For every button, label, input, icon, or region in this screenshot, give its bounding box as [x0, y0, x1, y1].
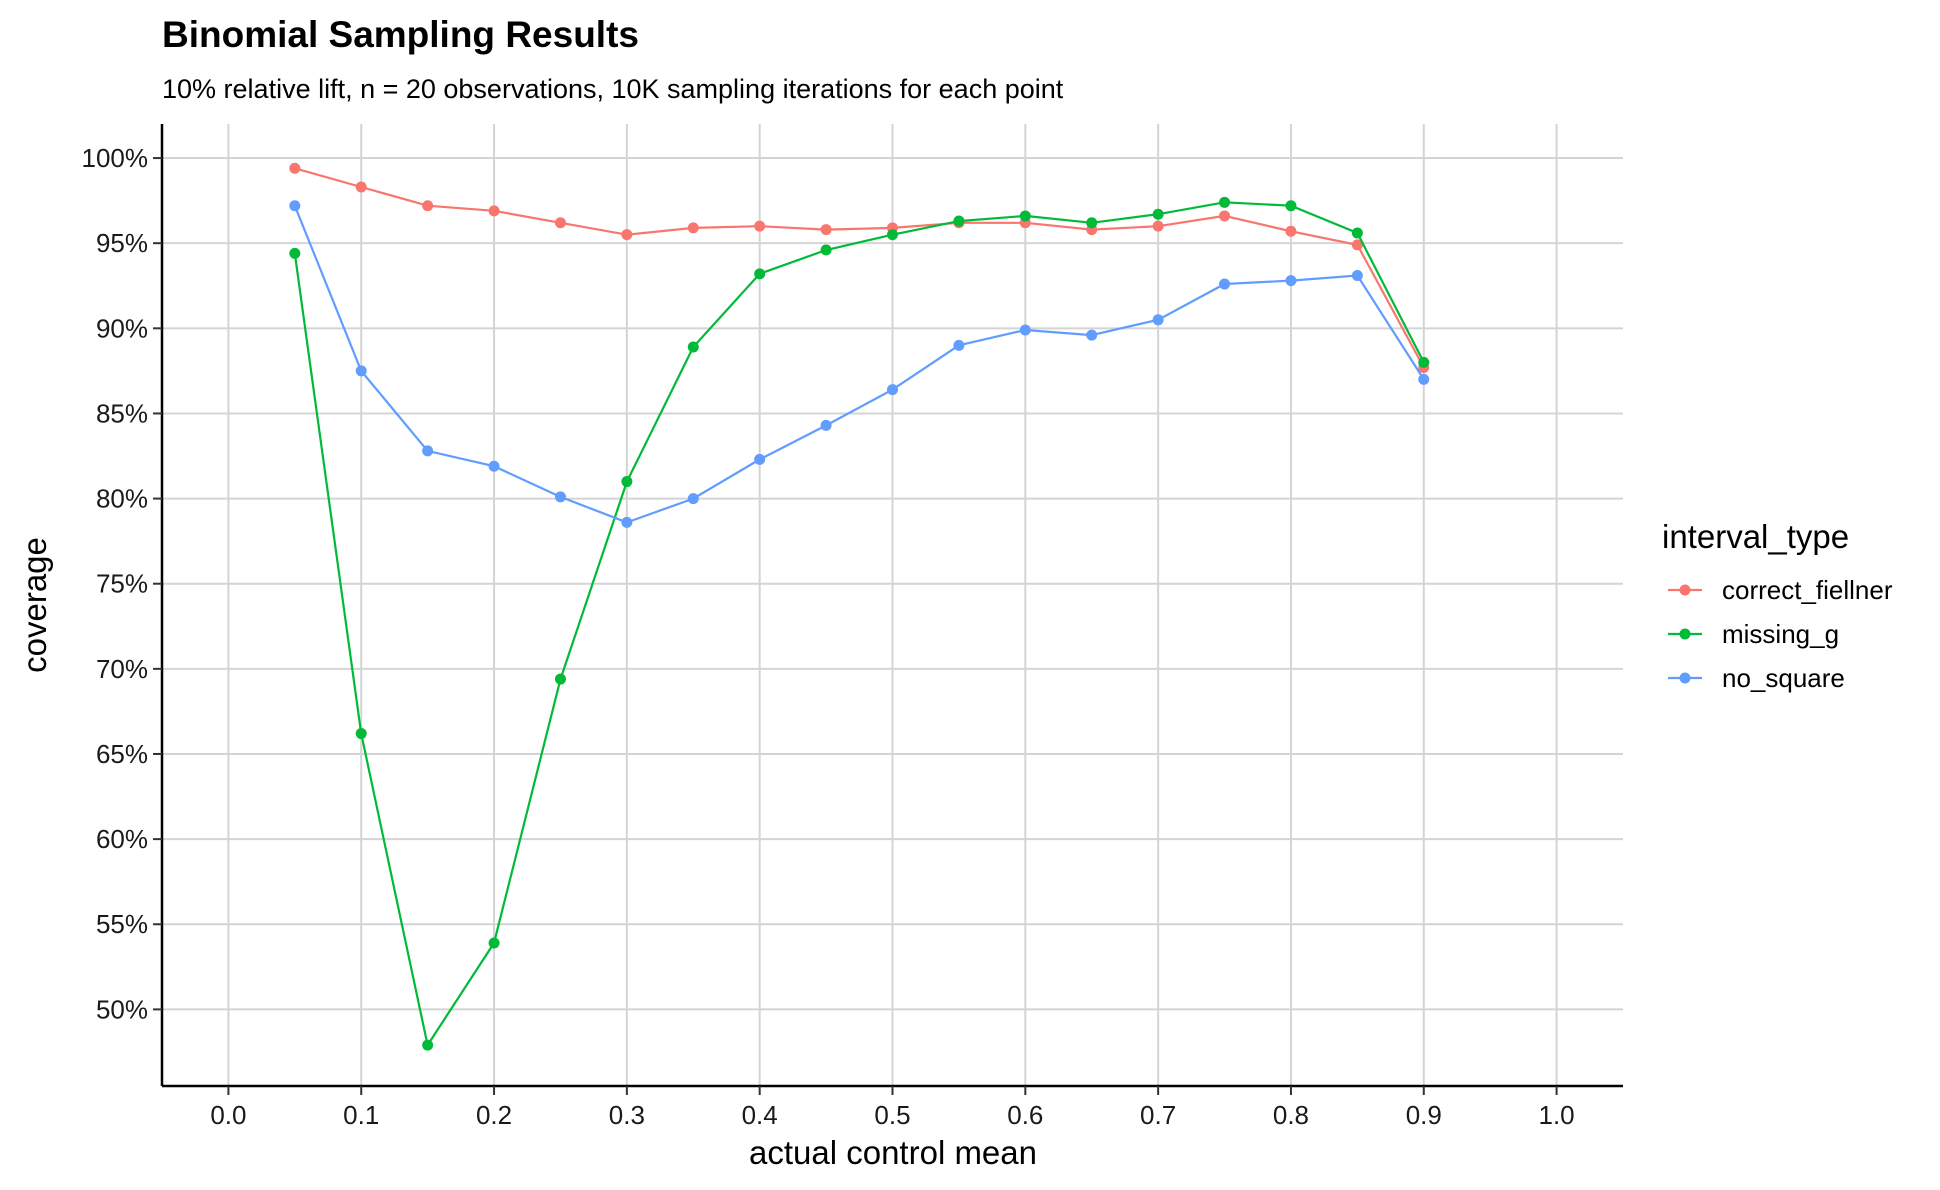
- legend-item: missing_g: [1668, 619, 1839, 649]
- y-tick-label: 80%: [96, 484, 148, 514]
- data-point: [1351, 227, 1363, 239]
- data-point: [953, 339, 965, 351]
- data-point: [554, 673, 566, 685]
- data-point: [820, 224, 832, 236]
- legend-label: correct_fiellner: [1722, 575, 1893, 605]
- data-point: [289, 162, 301, 174]
- data-point: [687, 341, 699, 353]
- data-point: [1019, 324, 1031, 336]
- gridlines: [162, 124, 1623, 1086]
- legend-swatch-point: [1679, 628, 1691, 640]
- data-point: [1019, 210, 1031, 222]
- series-missing-g: [289, 196, 1430, 1051]
- data-point: [754, 268, 766, 280]
- data-point: [1086, 217, 1098, 229]
- x-tick-label: 0.1: [343, 1100, 379, 1130]
- x-tick-label: 0.6: [1007, 1100, 1043, 1130]
- data-point: [488, 937, 500, 949]
- y-tick-label: 55%: [96, 909, 148, 939]
- data-point: [422, 1039, 434, 1051]
- x-tick-label: 0.3: [609, 1100, 645, 1130]
- data-point: [355, 181, 367, 193]
- data-point: [887, 229, 898, 241]
- x-tick-label: 0.5: [874, 1100, 910, 1130]
- x-tick-label: 0.7: [1140, 1100, 1176, 1130]
- y-tick-label: 65%: [96, 739, 148, 769]
- y-tick-label: 60%: [96, 824, 148, 854]
- chart-title: Binomial Sampling Results: [162, 14, 639, 55]
- legend-label: no_square: [1722, 663, 1845, 693]
- y-tick-label: 95%: [96, 228, 148, 258]
- data-point: [554, 217, 566, 229]
- data-point: [1418, 356, 1430, 368]
- data-point: [289, 247, 301, 259]
- data-point: [1219, 210, 1231, 222]
- data-point: [621, 516, 633, 528]
- x-tick-label: 0.4: [742, 1100, 778, 1130]
- data-point: [1351, 239, 1363, 251]
- x-tick-label: 0.8: [1273, 1100, 1309, 1130]
- y-axis-title: coverage: [16, 537, 53, 673]
- data-point: [1219, 278, 1231, 290]
- data-point: [820, 244, 832, 256]
- data-point: [1219, 196, 1231, 208]
- data-point: [355, 728, 367, 740]
- data-point: [355, 365, 367, 377]
- legend: interval_type correct_fiellner missing_gn…: [1662, 518, 1893, 693]
- data-point: [687, 222, 699, 234]
- y-tick-label: 70%: [96, 654, 148, 684]
- data-point: [554, 491, 566, 503]
- legend-swatch-point: [1679, 672, 1691, 684]
- y-tick-label: 100%: [82, 143, 149, 173]
- data-point: [621, 229, 633, 241]
- chart-subtitle: 10% relative lift, n = 20 observations, …: [162, 74, 1064, 104]
- x-axis-title: actual control mean: [749, 1134, 1037, 1171]
- data-point: [820, 419, 832, 431]
- series-line: [293, 201, 1425, 1048]
- data-point: [1285, 200, 1297, 212]
- x-tick-label: 0.2: [476, 1100, 512, 1130]
- legend-item: no_square: [1668, 663, 1845, 693]
- series-lines: [289, 162, 1430, 1051]
- legend-swatch-point: [1679, 584, 1691, 596]
- data-point: [1285, 225, 1297, 237]
- data-point: [488, 205, 500, 217]
- axes: [153, 124, 1623, 1095]
- data-point: [754, 453, 766, 465]
- y-tick-label: 75%: [96, 569, 148, 599]
- data-point: [488, 460, 500, 472]
- tick-labels: 0.0 0.1 0.2 0.3 0.4 0.5 0.6 0.7 0.8 0.9 1.0 50% 55% 6…: [82, 143, 1575, 1130]
- data-point: [422, 200, 434, 212]
- data-point: [1152, 220, 1164, 232]
- data-point: [1152, 314, 1164, 326]
- data-point: [1152, 208, 1164, 220]
- data-point: [1351, 270, 1363, 282]
- x-tick-label: 1.0: [1539, 1100, 1575, 1130]
- series-no-square: [289, 200, 1430, 528]
- y-tick-label: 90%: [96, 313, 148, 343]
- data-point: [1285, 275, 1297, 287]
- x-tick-label: 0.0: [210, 1100, 246, 1130]
- data-point: [1086, 329, 1098, 341]
- data-point: [1418, 373, 1430, 385]
- y-tick-label: 50%: [96, 994, 148, 1024]
- x-tick-label: 0.9: [1406, 1100, 1442, 1130]
- data-point: [687, 493, 699, 505]
- y-tick-label: 85%: [96, 398, 148, 428]
- data-point: [422, 445, 434, 457]
- series-line: [294, 167, 1425, 369]
- legend-label: missing_g: [1722, 619, 1839, 649]
- data-point: [953, 215, 965, 227]
- data-point: [887, 384, 898, 396]
- data-point: [289, 200, 301, 212]
- data-point: [754, 220, 766, 232]
- series-line: [293, 205, 1425, 524]
- legend-title: interval_type: [1662, 518, 1849, 555]
- series-correct-fiellner: [289, 162, 1430, 373]
- legend-item: correct_fiellner: [1668, 575, 1893, 605]
- data-point: [621, 476, 633, 488]
